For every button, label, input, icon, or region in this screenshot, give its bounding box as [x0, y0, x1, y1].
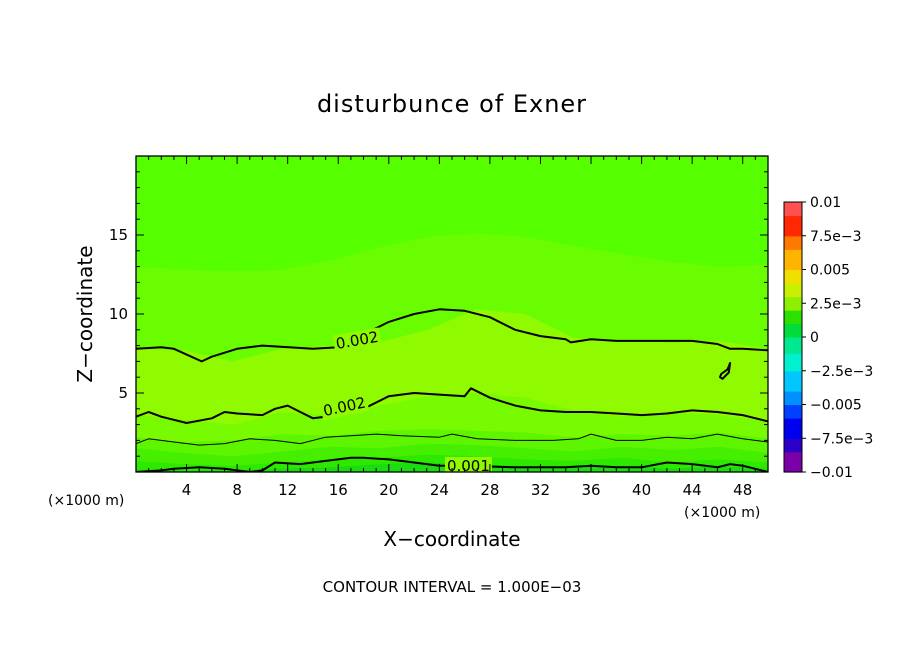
colorbar-segment	[784, 215, 802, 237]
colorbar-tick-label: −0.005	[810, 398, 862, 414]
y-tick-label: 10	[109, 305, 128, 323]
x-tick-label: 40	[632, 481, 651, 499]
x-tick-label: 24	[430, 481, 449, 499]
contour-line-0	[136, 308, 768, 363]
x-axis-ticks: 4 8 12 16 20 24 28 32 36 40 44 48	[148, 156, 756, 499]
colorbar-segment	[784, 323, 802, 338]
colorbar-tick-label: 0.005	[810, 263, 850, 279]
y-tick-label: 5	[118, 384, 128, 402]
colorbar-segment	[784, 283, 802, 298]
colorbar-segment	[784, 391, 802, 406]
x-tick-label: 48	[733, 481, 752, 499]
colorbar-segment	[784, 202, 802, 217]
colorbar-segment	[784, 353, 802, 372]
y-unit-label: (×1000 m)	[48, 493, 124, 509]
x-axis-label: X−coordinate	[383, 527, 520, 551]
chart-title: disturbunce of Exner	[317, 90, 587, 118]
colorbar-segment	[784, 249, 802, 271]
colorbar-tick-label: −2.5e−3	[810, 364, 873, 380]
contour-line-1	[136, 387, 768, 424]
colorbar-segment	[784, 269, 802, 284]
colorbar-segment	[784, 310, 802, 325]
x-tick-label: 20	[379, 481, 398, 499]
y-axis-ticks: 5 10 15	[109, 171, 768, 457]
colorbar-segment	[784, 296, 802, 311]
colorbar-segment	[784, 418, 802, 439]
colorbar-tick-label: 2.5e−3	[810, 296, 862, 312]
colorbar: 0.01 7.5e−3 0.005 2.5e−3 0 −2.5e−3 −0.005 −7.5e…	[783, 195, 873, 481]
fill-bands	[136, 156, 768, 472]
x-tick-label: 28	[480, 481, 499, 499]
x-tick-label: 32	[531, 481, 550, 499]
x-tick-label: 36	[581, 481, 600, 499]
x-tick-label: 44	[683, 481, 702, 499]
contour-label-bg-3	[444, 456, 492, 472]
x-tick-label: 8	[232, 481, 242, 499]
colorbar-segment	[784, 235, 802, 250]
y-axis-label: Z−coordinate	[73, 245, 97, 382]
colorbar-segment	[784, 451, 802, 473]
x-tick-label: 12	[278, 481, 297, 499]
contour-label-bg-1	[319, 393, 370, 421]
y-tick-label: 15	[109, 226, 128, 244]
x-tick-label: 4	[182, 481, 192, 499]
colorbar-tick-label: 7.5e−3	[810, 229, 862, 245]
contour-label-3: 0.001	[447, 457, 490, 475]
contour-label-bg-0	[332, 327, 382, 354]
x-unit-label: (×1000 m)	[684, 505, 760, 521]
colorbar-tick-label: 0.01	[810, 195, 841, 211]
colorbar-tick-label: −7.5e−3	[810, 431, 873, 447]
x-tick-label: 16	[329, 481, 348, 499]
colorbar-tick-label: −0.01	[810, 465, 853, 481]
colorbar-segment	[784, 438, 802, 453]
colorbar-segment	[784, 370, 802, 392]
contour-line-2	[136, 433, 768, 446]
contour-interval-note: CONTOUR INTERVAL = 1.000E−03	[323, 578, 582, 596]
colorbar-segment	[784, 404, 802, 419]
contour-line-4	[719, 362, 732, 380]
colorbar-tick-label: 0	[810, 330, 819, 346]
colorbar-segment	[784, 337, 802, 354]
